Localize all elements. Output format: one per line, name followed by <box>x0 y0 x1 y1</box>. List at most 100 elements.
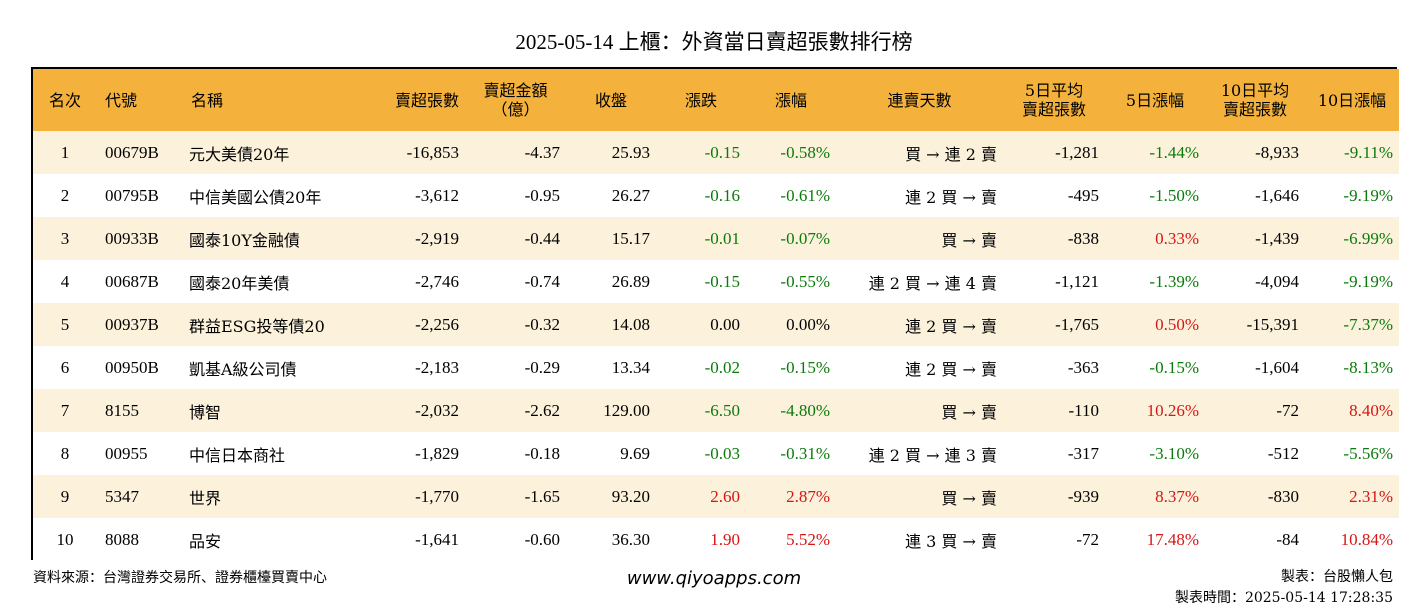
cell-close: 36.30 <box>566 518 656 561</box>
cell-pct10: 2.31% <box>1305 475 1399 518</box>
cell-close: 13.34 <box>566 346 656 389</box>
cell-shares: -3,612 <box>361 174 465 217</box>
cell-name: 國泰10Y金融債 <box>183 217 361 260</box>
cell-pct5: 17.48% <box>1105 518 1205 561</box>
cell-close: 14.08 <box>566 303 656 346</box>
cell-pct5: -1.50% <box>1105 174 1205 217</box>
cell-amount: -1.65 <box>465 475 566 518</box>
cell-code: 00679B <box>97 131 183 174</box>
cell-avg10: -512 <box>1205 432 1305 475</box>
col-name-header: 名稱 <box>183 69 361 131</box>
cell-streak: 買 → 賣 <box>836 217 1003 260</box>
cell-amount: -0.29 <box>465 346 566 389</box>
cell-change: -0.16 <box>656 174 746 217</box>
cell-name: 中信日本商社 <box>183 432 361 475</box>
table-row: 8 00955 中信日本商社 -1,829 -0.18 9.69 -0.03 -0.31% 連 … <box>33 432 1399 475</box>
cell-change: -0.01 <box>656 217 746 260</box>
cell-code: 00933B <box>97 217 183 260</box>
cell-pct10: -7.37% <box>1305 303 1399 346</box>
cell-streak: 連 2 買 → 賣 <box>836 346 1003 389</box>
table-row: 6 00950B 凱基A級公司債 -2,183 -0.29 13.34 -0.02 -0.15… <box>33 346 1399 389</box>
col-pct-header: 漲幅 <box>746 69 836 131</box>
website-link[interactable]: www.qiyoapps.com <box>626 568 802 589</box>
cell-rank: 3 <box>33 217 97 260</box>
cell-rank: 1 <box>33 131 97 174</box>
table-row: 5 00937B 群益ESG投等債20 -2,256 -0.32 14.08 0.00 0.0… <box>33 303 1399 346</box>
cell-streak: 連 3 買 → 賣 <box>836 518 1003 561</box>
maker-label: 製表：台股懶人包 <box>1281 569 1393 585</box>
cell-avg10: -72 <box>1205 389 1305 432</box>
cell-streak: 連 2 買 → 連 3 賣 <box>836 432 1003 475</box>
cell-shares: -2,032 <box>361 389 465 432</box>
cell-pct5: -1.44% <box>1105 131 1205 174</box>
cell-pct: -0.31% <box>746 432 836 475</box>
col-streak-header: 連賣天數 <box>836 69 1003 131</box>
cell-code: 00937B <box>97 303 183 346</box>
cell-name: 中信美國公債20年 <box>183 174 361 217</box>
cell-pct: -4.80% <box>746 389 836 432</box>
cell-avg10: -15,391 <box>1205 303 1305 346</box>
made-time: 製表時間：2025-05-14 17:28:35 <box>1174 590 1393 606</box>
col-avg10-header: 10日平均 賣超張數 <box>1205 69 1305 131</box>
cell-pct: -0.07% <box>746 217 836 260</box>
cell-streak: 買 → 賣 <box>836 475 1003 518</box>
cell-avg5: -110 <box>1003 389 1105 432</box>
cell-avg5: -1,765 <box>1003 303 1105 346</box>
cell-avg5: -495 <box>1003 174 1105 217</box>
cell-avg10: -830 <box>1205 475 1305 518</box>
cell-pct10: -5.56% <box>1305 432 1399 475</box>
col-pct5-header: 5日漲幅 <box>1105 69 1205 131</box>
cell-name: 世界 <box>183 475 361 518</box>
cell-close: 9.69 <box>566 432 656 475</box>
col-pct10-header: 10日漲幅 <box>1305 69 1399 131</box>
cell-shares: -2,183 <box>361 346 465 389</box>
cell-code: 00687B <box>97 260 183 303</box>
table-header: 名次 代號 名稱 賣超張數 賣超金額 （億） 收盤 漲跌 漲幅 連賣天數 5日平均 賣超張數 5日漲… <box>33 69 1399 131</box>
cell-pct: -0.55% <box>746 260 836 303</box>
cell-rank: 5 <box>33 303 97 346</box>
cell-avg5: -363 <box>1003 346 1105 389</box>
table-row: 3 00933B 國泰10Y金融債 -2,919 -0.44 15.17 -0.01 -0.0… <box>33 217 1399 260</box>
cell-amount: -4.37 <box>465 131 566 174</box>
cell-pct10: 8.40% <box>1305 389 1399 432</box>
page-title: 2025-05-14 上櫃：外資當日賣超張數排行榜 <box>515 30 913 54</box>
cell-pct: 2.87% <box>746 475 836 518</box>
cell-shares: -2,256 <box>361 303 465 346</box>
cell-change: -0.15 <box>656 260 746 303</box>
cell-code: 8155 <box>97 389 183 432</box>
table-row: 7 8155 博智 -2,032 -2.62 129.00 -6.50 -4.80% 買 → 賣… <box>33 389 1399 432</box>
cell-pct10: -9.19% <box>1305 260 1399 303</box>
col-amount-header: 賣超金額 （億） <box>465 69 566 131</box>
col-code-header: 代號 <box>97 69 183 131</box>
cell-avg10: -84 <box>1205 518 1305 561</box>
cell-streak: 買 → 賣 <box>836 389 1003 432</box>
cell-streak: 買 → 連 2 賣 <box>836 131 1003 174</box>
cell-name: 國泰20年美債 <box>183 260 361 303</box>
cell-rank: 6 <box>33 346 97 389</box>
cell-avg10: -1,646 <box>1205 174 1305 217</box>
cell-streak: 連 2 買 → 賣 <box>836 174 1003 217</box>
cell-pct5: 8.37% <box>1105 475 1205 518</box>
cell-close: 25.93 <box>566 131 656 174</box>
cell-pct5: -3.10% <box>1105 432 1205 475</box>
cell-rank: 2 <box>33 174 97 217</box>
cell-name: 品安 <box>183 518 361 561</box>
cell-avg10: -4,094 <box>1205 260 1305 303</box>
cell-amount: -2.62 <box>465 389 566 432</box>
cell-avg10: -1,439 <box>1205 217 1305 260</box>
cell-pct: 5.52% <box>746 518 836 561</box>
table-row: 10 8088 品安 -1,641 -0.60 36.30 1.90 5.52% 連 3 買 →… <box>33 518 1399 561</box>
cell-streak: 連 2 買 → 連 4 賣 <box>836 260 1003 303</box>
table-row: 4 00687B 國泰20年美債 -2,746 -0.74 26.89 -0.15 -0.55… <box>33 260 1399 303</box>
col-shares-header: 賣超張數 <box>361 69 465 131</box>
cell-shares: -16,853 <box>361 131 465 174</box>
cell-avg5: -1,121 <box>1003 260 1105 303</box>
cell-pct10: -9.11% <box>1305 131 1399 174</box>
cell-change: 0.00 <box>656 303 746 346</box>
cell-change: 2.60 <box>656 475 746 518</box>
col-rank-header: 名次 <box>33 69 97 131</box>
cell-shares: -2,919 <box>361 217 465 260</box>
cell-change: -0.03 <box>656 432 746 475</box>
table-row: 2 00795B 中信美國公債20年 -3,612 -0.95 26.27 -0.16 -0.… <box>33 174 1399 217</box>
cell-pct10: -8.13% <box>1305 346 1399 389</box>
